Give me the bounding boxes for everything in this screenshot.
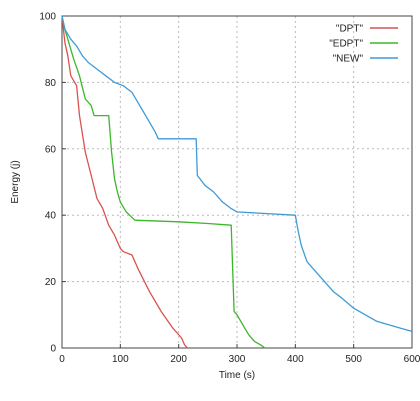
series-line-1 <box>61 15 188 349</box>
y-axis-label: Energy (j) <box>10 160 21 203</box>
y-tick-label: 80 <box>45 78 57 89</box>
legend-label: "DPT" <box>336 24 364 35</box>
legend: "DPT" "EDPT" "NEW" <box>329 24 398 65</box>
series-lines <box>61 15 413 349</box>
x-tick-label: 500 <box>345 354 362 365</box>
x-axis-label: Time (s) <box>219 370 255 381</box>
x-tick-label: 200 <box>170 354 187 365</box>
x-tick-label: 300 <box>229 354 246 365</box>
series-line-2 <box>61 15 266 349</box>
axis-ticks: 0 100 200 300 400 500 600 0 20 40 60 80 100 <box>39 12 420 366</box>
y-tick-label: 40 <box>45 211 57 222</box>
legend-label: "EDPT" <box>329 39 363 50</box>
x-tick-label: 400 <box>287 354 304 365</box>
x-tick-label: 0 <box>59 354 65 365</box>
legend-label: "NEW" <box>333 54 364 65</box>
y-tick-label: 20 <box>45 277 57 288</box>
grid <box>62 16 412 348</box>
series-line-3 <box>61 15 413 333</box>
x-tick-label: 600 <box>404 354 420 365</box>
x-tick-label: 100 <box>112 354 129 365</box>
y-tick-label: 100 <box>39 12 56 23</box>
y-tick-label: 60 <box>45 144 57 155</box>
y-tick-label: 0 <box>50 344 56 355</box>
